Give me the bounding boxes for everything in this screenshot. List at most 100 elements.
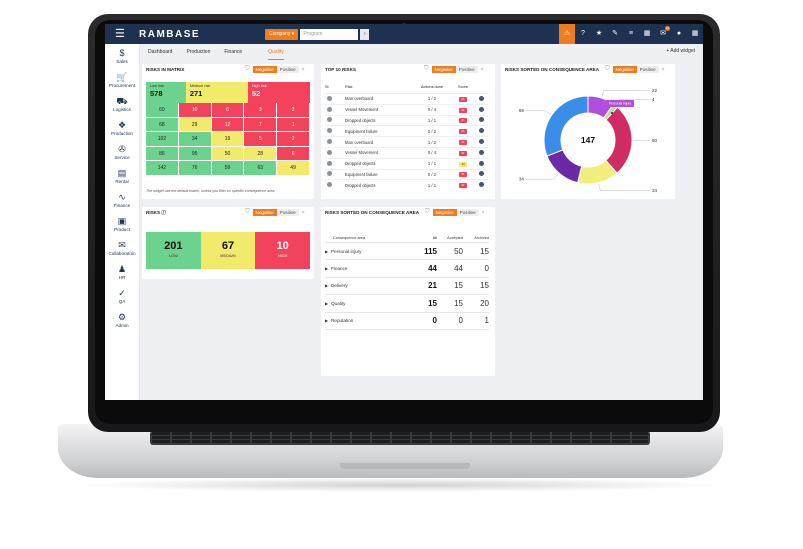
open-arrow-icon[interactable]	[478, 117, 484, 123]
medium-risk-tile[interactable]: 67 MEDIUM	[200, 232, 256, 269]
company-select[interactable]: Company ▾	[265, 28, 299, 40]
tab-finance[interactable]: Finance	[224, 49, 243, 55]
table-row[interactable]: Vessel Movement 0 / 4 21	[325, 103, 489, 115]
expand-caret-icon[interactable]: ▶	[325, 283, 329, 289]
matrix-cell[interactable]: 19	[211, 132, 245, 147]
table-row[interactable]: ▶ Quality 15 15 20	[325, 295, 489, 313]
sidebar-item-procurement[interactable]: 🛒 Procurement	[105, 72, 139, 96]
matrix-cell[interactable]: 5	[244, 132, 278, 147]
matrix-cell[interactable]: 76	[178, 161, 212, 176]
matrix-cell[interactable]: 7	[244, 117, 278, 133]
matrix-cell[interactable]: 102	[146, 132, 179, 147]
matrix-cell[interactable]: 60	[146, 103, 179, 118]
apps-grid-icon[interactable]: ▦	[691, 30, 699, 37]
positive-toggle[interactable]: Positive	[636, 66, 659, 73]
matrix-cell[interactable]: 86	[146, 146, 179, 162]
matrix-cell[interactable]: 2	[277, 132, 310, 147]
tab-production[interactable]: Production	[186, 49, 211, 55]
matrix-cell[interactable]: 29	[178, 117, 212, 133]
donut-slice[interactable]	[546, 149, 583, 184]
close-icon[interactable]: ×	[481, 209, 485, 216]
table-row[interactable]: Dropped objects 1 / 1 13	[325, 157, 489, 169]
table-row[interactable]: Vessel Movement 0 / 4 21	[325, 146, 489, 158]
open-arrow-icon[interactable]	[478, 95, 484, 101]
table-row[interactable]: Equipment failure 0 / 2 21	[325, 168, 489, 180]
star-icon[interactable]: ★	[595, 30, 603, 37]
table-row[interactable]: ▶ Personal injury 115 50 15	[325, 243, 489, 261]
close-icon[interactable]: ×	[301, 66, 305, 73]
donut-slice[interactable]	[605, 106, 633, 174]
sidebar-item-finance[interactable]: ∿ Finance	[105, 192, 139, 216]
tab-quality[interactable]: Quality	[268, 44, 284, 60]
filter-icon[interactable]: ⛉	[424, 66, 429, 72]
negative-toggle[interactable]: Negative	[252, 66, 277, 73]
tag-icon[interactable]: ✎	[612, 30, 618, 37]
open-arrow-icon[interactable]	[478, 128, 484, 134]
list-icon[interactable]: ≡	[628, 30, 634, 37]
close-icon[interactable]: ×	[661, 66, 665, 73]
expand-caret-icon[interactable]: ▶	[325, 300, 329, 306]
negative-toggle[interactable]: Negative	[612, 66, 637, 73]
table-row[interactable]: ▶ Delivery 21 15 15	[325, 278, 489, 296]
close-icon[interactable]: ×	[301, 209, 305, 216]
matrix-cell[interactable]: 63	[244, 161, 278, 176]
matrix-cell[interactable]: 6	[277, 146, 310, 162]
table-row[interactable]: Dropped objects 1 / 1 21	[325, 114, 489, 126]
filter-icon[interactable]: ⛉	[245, 209, 250, 215]
filter-icon[interactable]: ⛉	[425, 209, 430, 215]
open-arrow-icon[interactable]	[478, 171, 484, 177]
matrix-cell[interactable]: 2	[277, 103, 310, 118]
sidebar-item-qa[interactable]: ✓ QA	[105, 288, 139, 312]
matrix-cell[interactable]: 10	[178, 103, 212, 118]
expand-caret-icon[interactable]: ▶	[325, 248, 329, 254]
notifications-icon[interactable]: ✉ 12	[660, 26, 670, 37]
sidebar-item-production[interactable]: ❖ Production	[105, 120, 139, 144]
low-risk-tile[interactable]: 201 LOW	[146, 232, 201, 269]
table-row[interactable]: Man overboard 1 / 2 21	[325, 136, 489, 147]
user-icon[interactable]: ●	[676, 30, 682, 37]
matrix-cell[interactable]: 3	[244, 103, 278, 118]
low-risk-summary[interactable]: Low risk 578	[146, 82, 186, 103]
program-go-button[interactable]: ›	[360, 28, 370, 40]
program-input[interactable]: Program	[300, 28, 359, 40]
table-row[interactable]: Equipment failure 0 / 2 21	[325, 125, 489, 136]
matrix-cell[interactable]: 34	[178, 132, 212, 147]
sidebar-item-rental[interactable]: ▤ Rental	[105, 168, 139, 192]
filter-icon[interactable]: ⛉	[245, 66, 250, 72]
open-arrow-icon[interactable]	[478, 160, 484, 166]
matrix-cell[interactable]: 12	[211, 117, 245, 133]
table-row[interactable]: ▶ Finance 44 44 0	[325, 260, 489, 278]
high-risk-tile[interactable]: 10 HIGH	[255, 232, 311, 269]
positive-toggle[interactable]: Positive	[456, 209, 479, 216]
sidebar-item-hr[interactable]: ♟ HR	[105, 264, 139, 288]
donut-slice[interactable]	[543, 95, 589, 157]
sidebar-item-collaboratoin[interactable]: ✉ Collaboratoin	[105, 240, 139, 264]
matrix-cell[interactable]: 142	[146, 161, 179, 176]
sidebar-item-service[interactable]: ✇ Service	[105, 144, 139, 168]
table-row[interactable]: ▶ Reputation 0 0 1	[325, 313, 489, 330]
table-row[interactable]: Man overboard 1 / 2 21	[325, 93, 489, 104]
positive-toggle[interactable]: Positive	[276, 209, 299, 216]
matrix-cell[interactable]: 95	[178, 146, 212, 162]
warning-icon[interactable]: ⚠	[559, 24, 575, 44]
matrix-cell[interactable]: 59	[211, 161, 245, 176]
calendar-icon[interactable]: ▦	[643, 30, 651, 37]
matrix-cell[interactable]: 50	[211, 146, 245, 162]
add-widget-button[interactable]: + Add widget	[666, 48, 695, 54]
sidebar-item-logistics[interactable]: ⛟ Logistics	[105, 96, 139, 120]
sidebar-item-admin[interactable]: ⚙ Admin	[105, 312, 139, 336]
info-icon[interactable]: ⓘ	[161, 210, 166, 215]
tab-dashboard[interactable]: Dashboard	[148, 49, 173, 55]
negative-toggle[interactable]: Negative	[252, 209, 277, 216]
expand-caret-icon[interactable]: ▶	[325, 318, 329, 324]
close-icon[interactable]: ×	[480, 66, 484, 73]
table-row[interactable]: Dropped objects 1 / 1 21	[325, 179, 489, 190]
open-arrow-icon[interactable]	[478, 182, 484, 188]
sidebar-item-sales[interactable]: $ Sales	[105, 48, 139, 72]
negative-toggle[interactable]: Negative	[432, 209, 457, 216]
expand-caret-icon[interactable]: ▶	[325, 266, 329, 272]
positive-toggle[interactable]: Positive	[276, 66, 299, 73]
hamburger-menu-icon[interactable]: ☰	[115, 28, 125, 40]
filter-icon[interactable]: ⛉	[605, 66, 610, 72]
positive-toggle[interactable]: Positive	[455, 66, 478, 73]
